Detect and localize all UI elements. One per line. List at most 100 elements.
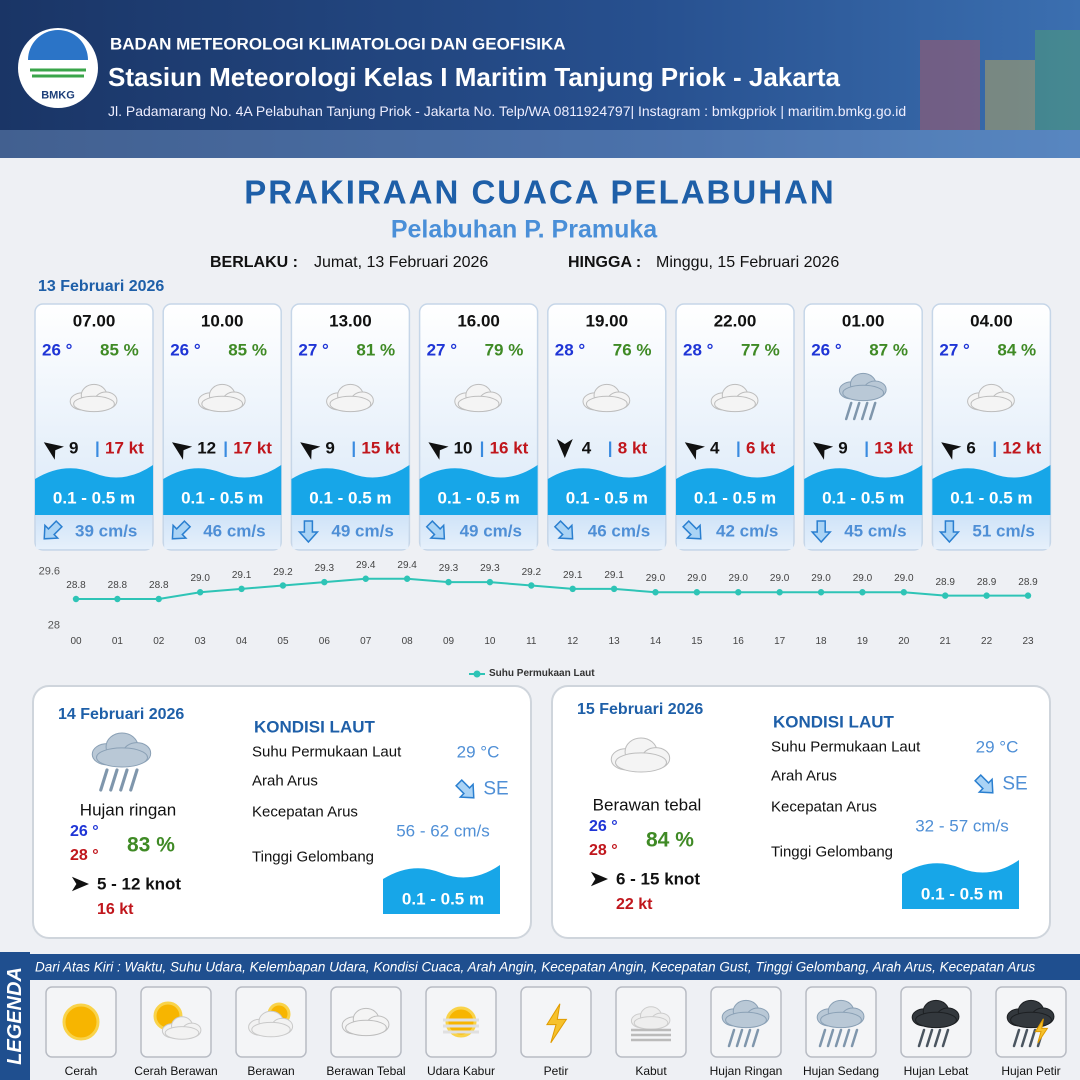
temperature: 27 °: [939, 340, 970, 360]
wave-height: 0.1 - 0.5 m: [52, 488, 136, 508]
temperature: 26 °: [42, 340, 73, 360]
sea-label: Arah Arus: [771, 767, 837, 785]
sea-label: Suhu Permukaan Laut: [252, 743, 402, 761]
wave-height: 0.1 - 0.5 m: [181, 488, 264, 508]
rain-drop: [834, 1028, 843, 1048]
valid-to-label: HINGGA :: [568, 254, 642, 271]
legend-item: Petir: [543, 1064, 569, 1078]
wind-speed: 9: [838, 438, 848, 458]
current-speed: 39 cm/s: [75, 521, 138, 541]
temperature: 28 °: [683, 340, 714, 360]
legend-item: Hujan Sedang: [802, 1064, 880, 1078]
weather-icon: [69, 383, 118, 413]
rain-drop: [727, 1028, 736, 1048]
legend-item: Cerah: [64, 1064, 98, 1078]
wave-band: [291, 465, 410, 515]
sst-point: [569, 585, 576, 593]
x-tick-label: 14: [649, 636, 662, 647]
rain-drop: [850, 1028, 859, 1048]
legend-item: Berawan Tebal: [326, 1064, 406, 1078]
rain-drop: [917, 1028, 926, 1048]
sst-point: [486, 578, 494, 586]
sst-point: [445, 578, 452, 586]
humidity: 84 %: [997, 340, 1037, 360]
x-tick-label: 08: [401, 636, 413, 647]
sea-temp: 29 °C: [456, 742, 500, 762]
rain-drop: [99, 768, 109, 792]
weather-icon: [582, 383, 631, 413]
data-label: 29.1: [231, 569, 252, 581]
data-label: 29.2: [521, 566, 542, 578]
sea-label: Suhu Permukaan Laut: [771, 738, 921, 756]
sea-label: Kecepatan Arus: [252, 803, 358, 821]
rain-drop: [826, 1028, 835, 1048]
time: 16.00: [457, 311, 500, 331]
data-label: 29.0: [811, 573, 831, 585]
data-label: 29.3: [314, 563, 335, 575]
x-tick-label: 19: [856, 636, 868, 647]
current-arrow: [938, 520, 961, 544]
y-tick-label: 29.6: [38, 565, 60, 578]
humidity: 84 %: [646, 828, 694, 852]
wind-speed: 10: [453, 438, 473, 458]
x-tick-label: 00: [70, 636, 82, 647]
sst-point: [610, 585, 618, 593]
sun: [445, 1006, 477, 1038]
station-name: Stasiun Meteorologi Kelas I Maritim Tanj…: [108, 62, 841, 92]
humidity: 85 %: [100, 340, 139, 360]
separator: |: [95, 438, 100, 458]
gust: 16 kt: [489, 438, 529, 458]
x-tick-label: 12: [567, 636, 579, 647]
time: 07.00: [72, 311, 116, 331]
humidity: 79 %: [484, 340, 524, 360]
humidity: 77 %: [741, 340, 780, 360]
wind-arrow: [300, 442, 321, 460]
cloud-part: [585, 395, 628, 413]
x-tick-label: 05: [277, 636, 289, 647]
wave-height: 0.1 - 0.5 m: [920, 884, 1004, 904]
x-tick-label: 18: [815, 636, 827, 647]
gust: 6 kt: [746, 438, 776, 458]
cloud-part: [615, 752, 667, 773]
sst-point: [817, 589, 825, 596]
sst-point: [652, 589, 659, 596]
time: 10.00: [200, 311, 244, 331]
data-label: 29.0: [728, 573, 748, 585]
wind-speed: 9: [69, 438, 79, 458]
data-label: 29.0: [769, 573, 790, 585]
weather-icon: [1006, 999, 1055, 1048]
current-arrow: [553, 520, 574, 540]
sst-point: [238, 585, 245, 593]
weather-icon: [443, 1006, 479, 1038]
x-tick-label: 02: [153, 636, 165, 647]
sst-point: [776, 589, 783, 596]
current-arrow: [682, 520, 702, 540]
wave-band: [804, 465, 923, 515]
cloud-part: [633, 1016, 669, 1030]
weather-icon: [153, 1001, 202, 1040]
data-label: 29.4: [356, 559, 376, 571]
wave-band: [547, 465, 666, 515]
weather-icon: [62, 1003, 100, 1041]
x-tick-label: 16: [732, 636, 744, 647]
cloud-part: [714, 395, 756, 413]
legend-item: Hujan Ringan: [709, 1064, 783, 1078]
current-speed: 46 cm/s: [203, 521, 266, 541]
weather-icon: [454, 383, 503, 413]
data-label: 28.9: [1018, 576, 1038, 588]
rain-drop: [868, 401, 877, 421]
separator: |: [479, 438, 485, 458]
data-label: 29.1: [604, 569, 624, 581]
gust: 16 kt: [97, 901, 134, 918]
data-label: 28.8: [66, 580, 86, 591]
valid-from: Jumat, 13 Februari 2026: [314, 254, 489, 271]
cloud-part: [970, 395, 1013, 413]
sst-point: [114, 595, 121, 603]
data-label: 29.0: [645, 573, 666, 585]
wind-arrow: [43, 442, 64, 460]
sst-point: [196, 589, 204, 596]
temperature: 28 °: [554, 340, 586, 360]
weather-icon: [341, 1007, 390, 1037]
rain-drop: [844, 401, 853, 421]
